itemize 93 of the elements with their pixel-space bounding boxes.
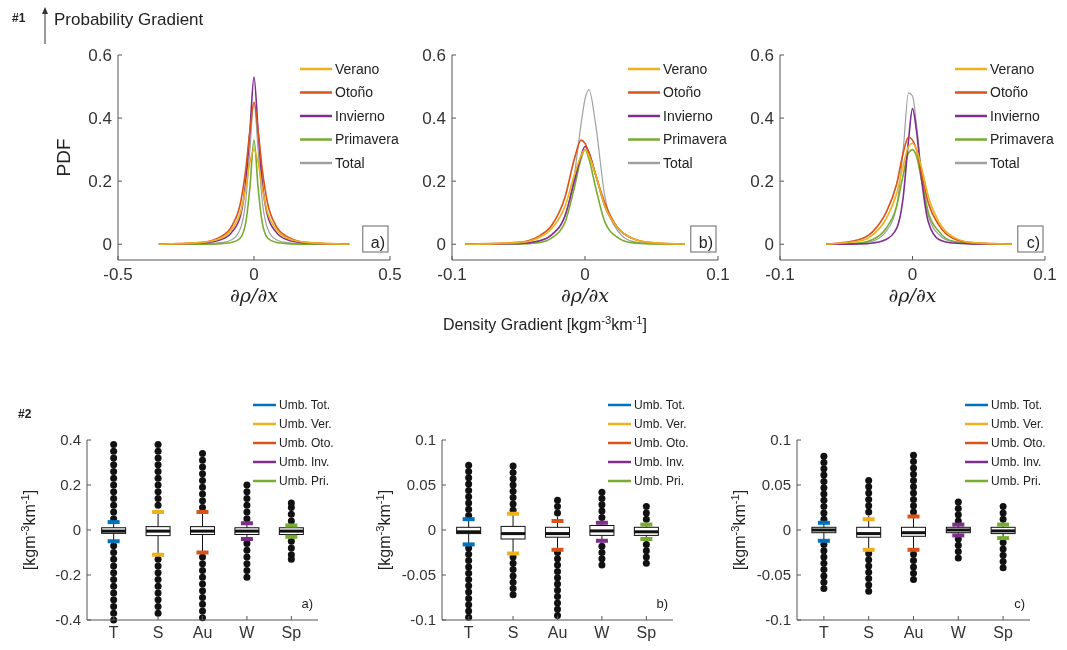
y-tick-label: -0.4	[55, 611, 81, 629]
y-tick-label: -0.05	[401, 566, 436, 584]
y-tick-label: 0.4	[750, 109, 774, 129]
legend-label: Umb. Oto.	[991, 436, 1046, 451]
text: #2	[18, 407, 32, 421]
x-axis-title: ∂ρ/∂x	[888, 284, 937, 306]
x-tick-label: W	[594, 624, 611, 641]
y-tick-label: 0.1	[415, 431, 436, 449]
legend-label: Umb. Ver.	[279, 417, 332, 432]
y-tick-label: -0.2	[55, 566, 81, 584]
x-tick-label: S	[507, 624, 519, 641]
x-tick-label: 0	[580, 265, 590, 284]
legend-label: Invierno	[990, 107, 1041, 124]
x-tick-label: Au	[903, 624, 924, 641]
legend-label: Otoño	[335, 84, 374, 101]
y-tick-label: 0	[72, 521, 81, 539]
x-tick-label: T	[818, 624, 829, 641]
legend-label: Invierno	[335, 107, 386, 124]
text: Density Gradient [kgm$^{-3}$km$^{-1}$]	[443, 314, 647, 333]
y-tick-label: 0	[427, 521, 436, 539]
legend-label: Total	[335, 154, 365, 171]
annotation: a)	[370, 234, 385, 251]
legend-label: Otoño	[663, 84, 702, 101]
annotation: b)	[656, 596, 668, 611]
legend-label: Otoño	[990, 84, 1029, 101]
legend-label: Umb. Pri.	[279, 474, 330, 489]
legend-label: Verano	[663, 60, 708, 77]
legend-label: Total	[663, 154, 693, 171]
x-tick-label: 0	[907, 265, 918, 284]
x-tick-label: S	[863, 624, 875, 641]
y-axis-title: PDF	[53, 138, 74, 177]
y-tick-label: 0.1	[770, 431, 791, 449]
y-tick-label: -0.1	[410, 611, 436, 629]
y-tick-label: 0.6	[750, 45, 774, 65]
legend-label: Total	[990, 154, 1020, 171]
x-tick-label: W	[950, 624, 967, 641]
y-tick-label: -0.05	[756, 566, 791, 584]
y-tick-label: 0	[436, 235, 446, 255]
x-tick-label: Sp	[281, 624, 302, 641]
annotation: c)	[1014, 596, 1025, 611]
legend-label: Primavera	[990, 131, 1055, 148]
legend-label: Umb. Inv.	[279, 455, 330, 470]
legend-label: Umb. Tot.	[279, 398, 331, 413]
y-tick-label: 0	[102, 235, 112, 255]
y-tick-label: 0.2	[88, 172, 112, 192]
text: #1	[12, 11, 26, 25]
x-tick-label: T	[463, 624, 474, 641]
y-tick-label: 0.2	[60, 476, 81, 494]
y-tick-label: -0.1	[765, 611, 791, 629]
legend-label: Invierno	[663, 107, 714, 124]
y-tick-label: 0.4	[422, 109, 446, 129]
y-tick-label: 0.6	[422, 45, 446, 65]
legend-label: Umb. Inv.	[991, 455, 1042, 470]
y-tick-label: 0.05	[761, 476, 791, 494]
legend-label: Umb. Ver.	[991, 417, 1044, 432]
x-axis-title: ∂ρ/∂x	[230, 284, 279, 306]
y-tick-label: 0	[764, 235, 774, 255]
y-tick-label: 0.2	[422, 172, 446, 192]
legend-label: Umb. Pri.	[991, 474, 1042, 489]
legend-label: Umb. Inv.	[634, 455, 685, 470]
y-tick-label: 0.4	[60, 431, 81, 449]
legend-label: Umb. Tot.	[991, 398, 1043, 413]
legend-label: Umb. Oto.	[634, 436, 689, 451]
x-tick-label: Sp	[993, 624, 1013, 641]
text: Probability Gradient	[54, 10, 204, 29]
legend-label: Primavera	[663, 131, 728, 148]
legend-label: Primavera	[335, 131, 400, 148]
y-tick-label: 0.2	[750, 172, 774, 192]
x-tick-label: -0.5	[103, 265, 133, 284]
x-tick-label: Au	[547, 624, 568, 641]
legend-label: Umb. Ver.	[634, 417, 687, 432]
y-tick-label: 0.6	[88, 45, 112, 65]
legend-label: Umb. Tot.	[634, 398, 686, 413]
x-tick-label: S	[152, 624, 164, 641]
x-axis-title: ∂ρ/∂x	[561, 284, 610, 306]
x-tick-label: 0.1	[1033, 265, 1057, 284]
legend-label: Verano	[990, 60, 1035, 77]
legend-label: Verano	[335, 60, 380, 77]
annotation: b)	[698, 234, 713, 251]
x-tick-label: 0.5	[378, 265, 402, 284]
x-tick-label: T	[108, 624, 119, 641]
legend-label: Umb. Oto.	[279, 436, 334, 451]
x-tick-label: W	[239, 624, 256, 641]
x-tick-label: Au	[192, 624, 213, 641]
annotation: c)	[1026, 234, 1040, 251]
y-tick-label: 0.05	[406, 476, 436, 494]
y-tick-label: 0	[782, 521, 791, 539]
x-tick-label: 0	[249, 265, 259, 284]
x-tick-label: 0.1	[706, 265, 730, 284]
y-tick-label: 0.4	[88, 109, 112, 129]
legend-label: Umb. Pri.	[634, 474, 685, 489]
x-tick-label: Sp	[636, 624, 657, 641]
annotation: a)	[301, 596, 313, 611]
